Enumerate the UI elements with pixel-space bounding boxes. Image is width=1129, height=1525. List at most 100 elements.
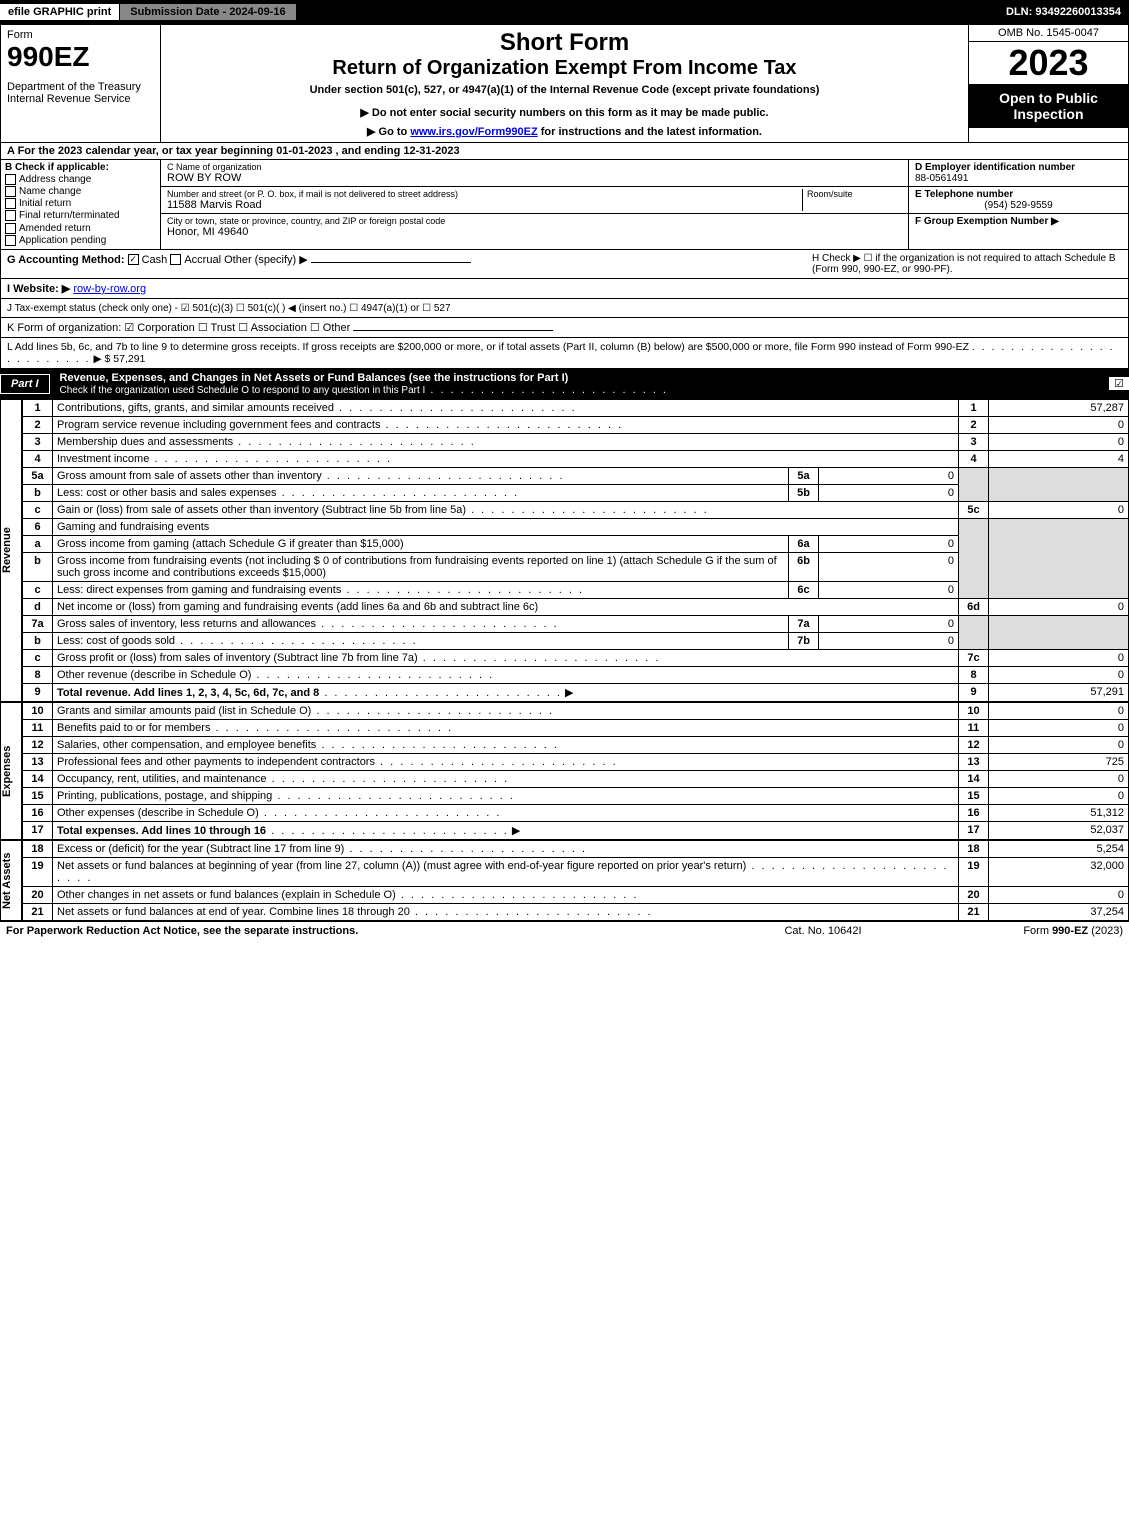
final-return-checkbox[interactable] xyxy=(5,210,16,221)
line9-rn: 9 xyxy=(959,683,989,701)
irs-link[interactable]: www.irs.gov/Form990EZ xyxy=(410,126,537,138)
expenses-section: Expenses 10Grants and similar amounts pa… xyxy=(0,702,1129,840)
opt-addr-change: Address change xyxy=(19,174,91,185)
line7a-sn: 7a xyxy=(789,615,819,632)
opt-pending: Application pending xyxy=(19,235,106,246)
line16-rn: 16 xyxy=(959,804,989,821)
pending-checkbox[interactable] xyxy=(5,235,16,246)
line4-rn: 4 xyxy=(959,450,989,467)
accrual-checkbox[interactable] xyxy=(170,254,181,265)
line17-amt: 52,037 xyxy=(989,821,1129,839)
l-amount: ▶ $ 57,291 xyxy=(94,353,146,365)
name-change-checkbox[interactable] xyxy=(5,186,16,197)
line6b-sn: 6b xyxy=(789,552,819,581)
line15-desc: Printing, publications, postage, and shi… xyxy=(57,790,272,802)
line14-desc: Occupancy, rent, utilities, and maintena… xyxy=(57,773,267,785)
website-link[interactable]: row-by-row.org xyxy=(73,283,146,295)
room-label: Room/suite xyxy=(807,189,902,199)
line17-desc: Total expenses. Add lines 10 through 16 xyxy=(57,825,266,837)
line5b-desc: Less: cost or other basis and sales expe… xyxy=(57,487,277,499)
line21-desc: Net assets or fund balances at end of ye… xyxy=(57,906,410,918)
line10-desc: Grants and similar amounts paid (list in… xyxy=(57,705,311,717)
line5b-sn: 5b xyxy=(789,484,819,501)
part1-title: Revenue, Expenses, and Changes in Net As… xyxy=(60,372,569,384)
addr-change-checkbox[interactable] xyxy=(5,174,16,185)
line13-desc: Professional fees and other payments to … xyxy=(57,756,375,768)
return-title: Return of Organization Exempt From Incom… xyxy=(171,57,958,80)
org-name: ROW BY ROW xyxy=(167,172,902,184)
line14-amt: 0 xyxy=(989,770,1129,787)
line4-desc: Investment income xyxy=(57,453,149,465)
line7c-rn: 7c xyxy=(959,649,989,666)
row-i: I Website: ▶ row-by-row.org xyxy=(0,279,1129,299)
line15-rn: 15 xyxy=(959,787,989,804)
line7c-desc: Gross profit or (loss) from sales of inv… xyxy=(57,652,418,664)
org-city: Honor, MI 49640 xyxy=(167,226,902,238)
line12-rn: 12 xyxy=(959,736,989,753)
line2-desc: Program service revenue including govern… xyxy=(57,419,380,431)
line6c-desc: Less: direct expenses from gaming and fu… xyxy=(57,584,341,596)
line15-amt: 0 xyxy=(989,787,1129,804)
line4-amt: 4 xyxy=(989,450,1129,467)
ein-label: D Employer identification number xyxy=(915,162,1075,173)
cash-label: Cash xyxy=(142,254,168,266)
line11-desc: Benefits paid to or for members xyxy=(57,722,210,734)
line2-amt: 0 xyxy=(989,416,1129,433)
org-info-grid: B Check if applicable: Address change Na… xyxy=(0,160,1129,250)
part1-checkbox[interactable]: ☑ xyxy=(1109,377,1129,390)
row-l: L Add lines 5b, 6c, and 7b to line 9 to … xyxy=(0,338,1129,369)
short-form-title: Short Form xyxy=(171,29,958,57)
line5a-sv: 0 xyxy=(819,467,959,484)
line19-rn: 19 xyxy=(959,857,989,886)
form-header: Form 990EZ Department of the Treasury In… xyxy=(0,24,1129,143)
line6-desc: Gaming and fundraising events xyxy=(57,521,209,533)
tel-value: (954) 529-9559 xyxy=(915,200,1122,211)
revenue-section: Revenue 1Contributions, gifts, grants, a… xyxy=(0,399,1129,702)
line6b-sv: 0 xyxy=(819,552,959,581)
name-label: C Name of organization xyxy=(167,162,902,172)
h-check: H Check ▶ ☐ if the organization is not r… xyxy=(812,253,1122,275)
line5c-rn: 5c xyxy=(959,501,989,518)
line6a-sn: 6a xyxy=(789,535,819,552)
line3-rn: 3 xyxy=(959,433,989,450)
line19-desc: Net assets or fund balances at beginning… xyxy=(57,860,746,872)
initial-return-checkbox[interactable] xyxy=(5,198,16,209)
line5a-sn: 5a xyxy=(789,467,819,484)
org-addr: 11588 Marvis Road xyxy=(167,199,802,211)
cash-checkbox[interactable]: ✓ xyxy=(128,254,139,265)
line7b-sn: 7b xyxy=(789,632,819,649)
line6c-sn: 6c xyxy=(789,581,819,598)
line5c-amt: 0 xyxy=(989,501,1129,518)
netassets-vlabel: Net Assets xyxy=(0,840,22,921)
line21-rn: 21 xyxy=(959,903,989,920)
open-public: Open to Public Inspection xyxy=(969,84,1128,128)
line8-rn: 8 xyxy=(959,666,989,683)
line5b-sv: 0 xyxy=(819,484,959,501)
line2-rn: 2 xyxy=(959,416,989,433)
line20-desc: Other changes in net assets or fund bala… xyxy=(57,889,396,901)
line16-desc: Other expenses (describe in Schedule O) xyxy=(57,807,259,819)
accounting-label: G Accounting Method: xyxy=(7,254,125,266)
amended-checkbox[interactable] xyxy=(5,223,16,234)
line16-amt: 51,312 xyxy=(989,804,1129,821)
efile-print[interactable]: efile GRAPHIC print xyxy=(0,4,119,20)
line13-rn: 13 xyxy=(959,753,989,770)
dln: DLN: 93492260013354 xyxy=(1006,6,1129,18)
col-c: C Name of organization ROW BY ROW Number… xyxy=(161,160,908,249)
part1-header: Part I Revenue, Expenses, and Changes in… xyxy=(0,369,1129,399)
line1-desc: Contributions, gifts, grants, and simila… xyxy=(57,402,334,414)
line3-amt: 0 xyxy=(989,433,1129,450)
form-label: Form xyxy=(7,29,154,41)
under-section: Under section 501(c), 527, or 4947(a)(1)… xyxy=(171,84,958,96)
b-title: B Check if applicable: xyxy=(5,162,109,173)
line9-amt: 57,291 xyxy=(989,683,1129,701)
line18-desc: Excess or (deficit) for the year (Subtra… xyxy=(57,843,344,855)
line10-amt: 0 xyxy=(989,702,1129,719)
line5a-desc: Gross amount from sale of assets other t… xyxy=(57,470,322,482)
tel-label: E Telephone number xyxy=(915,189,1013,200)
line6c-sv: 0 xyxy=(819,581,959,598)
line13-amt: 725 xyxy=(989,753,1129,770)
line12-amt: 0 xyxy=(989,736,1129,753)
department: Department of the Treasury Internal Reve… xyxy=(7,81,154,105)
line7b-desc: Less: cost of goods sold xyxy=(57,635,175,647)
